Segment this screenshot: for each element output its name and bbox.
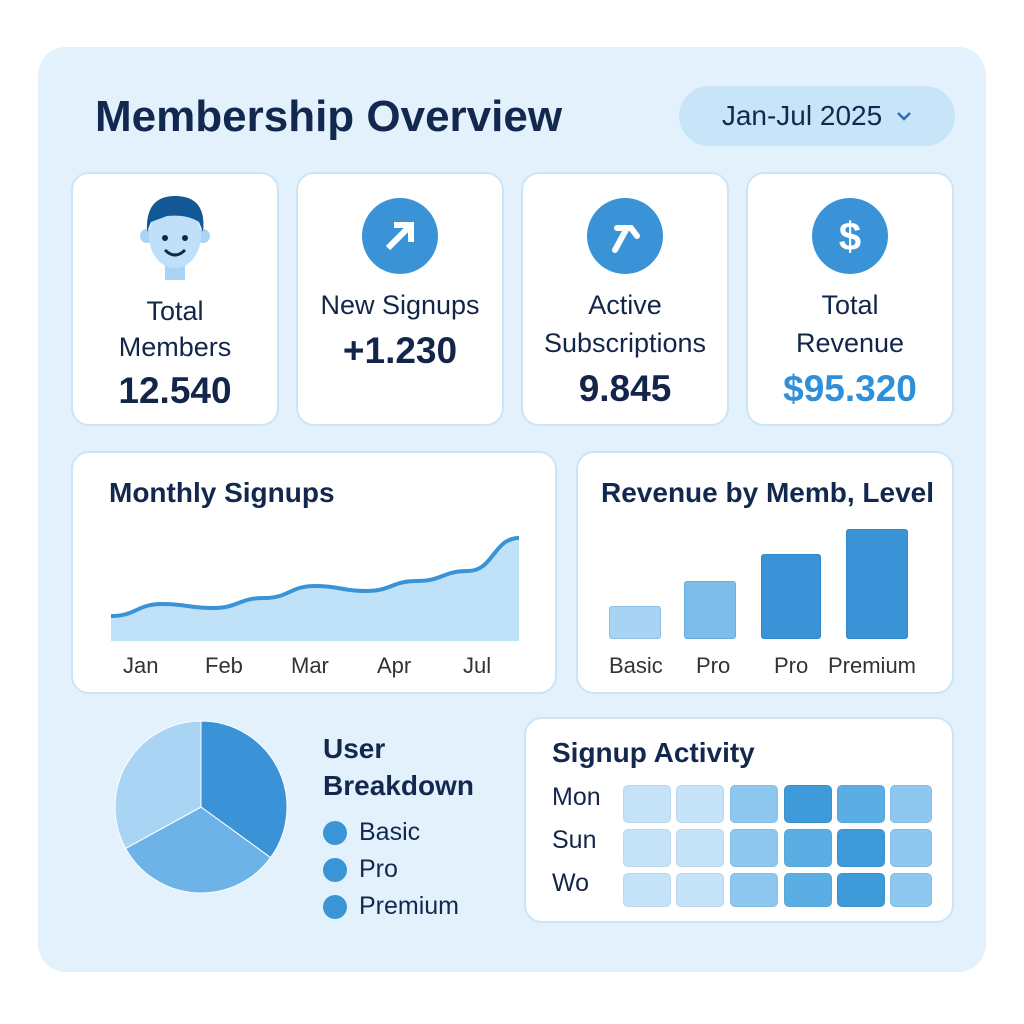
legend-label: Pro (359, 855, 398, 883)
pie-slice (114, 720, 202, 850)
bar-label: Pro (696, 653, 731, 678)
dollar-icon: $ (812, 198, 888, 274)
heatmap-cell (730, 829, 778, 867)
heatmap-cell (837, 873, 885, 907)
hammer-icon (587, 198, 663, 274)
revenue-by-level-card: Revenue by Memb, Level Basic Pro Pro Premiu… (576, 451, 954, 694)
kpi-value: 9.845 (578, 368, 672, 409)
heatmap-cell (623, 873, 671, 907)
legend-dot (323, 894, 347, 919)
kpi-label: Total (146, 296, 204, 326)
kpi-label: Subscriptions (543, 328, 707, 358)
monthly-signups-card: Monthly Signups Jan Feb Mar Apr Jul (71, 451, 557, 694)
bar (846, 529, 908, 639)
date-range-label: Jan-Jul 2025 (721, 100, 883, 131)
x-tick-label: Jan (123, 653, 159, 678)
legend-dot (323, 820, 347, 845)
kpi-label: Members (118, 332, 232, 362)
heatmap-cell (784, 785, 832, 823)
legend-label: Premium (359, 892, 460, 920)
pie-title: User Breakdown (323, 730, 474, 804)
row-label: Sun (552, 826, 597, 854)
signup-activity-card: Signup Activity Mon Sun Wo (524, 717, 954, 923)
date-range-dropdown[interactable]: Jan-Jul 2025 (679, 86, 955, 146)
bar-label: Pro (774, 653, 809, 678)
heatmap-cell (784, 873, 832, 907)
x-tick-label: Feb (205, 653, 243, 678)
area-fill (111, 538, 519, 641)
chart-title: Signup Activity (552, 737, 755, 768)
heatmap-cell (890, 873, 932, 907)
arrow-up-right-icon (362, 198, 438, 274)
kpi-active-subscriptions: Active Subscriptions 9.845 (521, 172, 729, 426)
chevron-down-icon (897, 112, 912, 121)
legend-label: Basic (359, 818, 421, 846)
kpi-label: Revenue (795, 328, 905, 358)
heatmap-cell (623, 785, 671, 823)
kpi-value: 12.540 (118, 370, 232, 411)
svg-text:$: $ (839, 215, 861, 259)
heatmap-cell (730, 785, 778, 823)
bar (684, 580, 736, 639)
bar-label: Basic (609, 653, 663, 678)
kpi-value: $95.320 (783, 368, 917, 409)
x-tick-label: Jul (463, 653, 492, 678)
chart-title: Revenue by Memb, Level (601, 477, 935, 508)
heatmap-cell (784, 829, 832, 867)
kpi-total-members: Total Members 12.540 (71, 172, 279, 426)
x-tick-label: Apr (377, 653, 412, 678)
chart-title: Monthly Signups (109, 477, 335, 508)
legend-item: Premium (323, 892, 459, 921)
heatmap-cell (730, 873, 778, 907)
kpi-label: Active (588, 290, 662, 320)
bar (609, 606, 661, 639)
legend-item: Pro (323, 855, 398, 884)
pie-slice (124, 806, 272, 894)
user-face-icon (140, 196, 210, 280)
bar-label: Premium (828, 653, 917, 678)
kpi-new-signups: New Signups +1.230 (296, 172, 504, 426)
row-label: Mon (552, 783, 601, 811)
kpi-label: New Signups (320, 290, 480, 320)
pie-chart (114, 720, 288, 894)
pie-slice (200, 720, 288, 859)
heatmap-cell (890, 829, 932, 867)
legend-item: Basic (323, 818, 420, 847)
bar (761, 554, 821, 639)
row-label: Wo (552, 869, 590, 897)
area-line (110, 536, 520, 618)
legend-dot (323, 857, 347, 882)
heatmap-cell (837, 829, 885, 867)
heatmap-cell (676, 873, 724, 907)
heatmap-cell (676, 785, 724, 823)
heatmap-cell (623, 829, 671, 867)
heatmap-cell (676, 829, 724, 867)
heatmap-cell (837, 785, 885, 823)
page-title: Membership Overview (95, 92, 563, 141)
pie-title-line: User (323, 733, 386, 764)
kpi-total-revenue: $ Total Revenue $95.320 (746, 172, 954, 426)
x-tick-label: Mar (291, 653, 329, 678)
kpi-label: Total (821, 290, 879, 320)
area-chart (110, 536, 520, 641)
pie-title-line: Breakdown (323, 770, 474, 801)
kpi-value: +1.230 (342, 330, 458, 371)
heatmap-cell (890, 785, 932, 823)
